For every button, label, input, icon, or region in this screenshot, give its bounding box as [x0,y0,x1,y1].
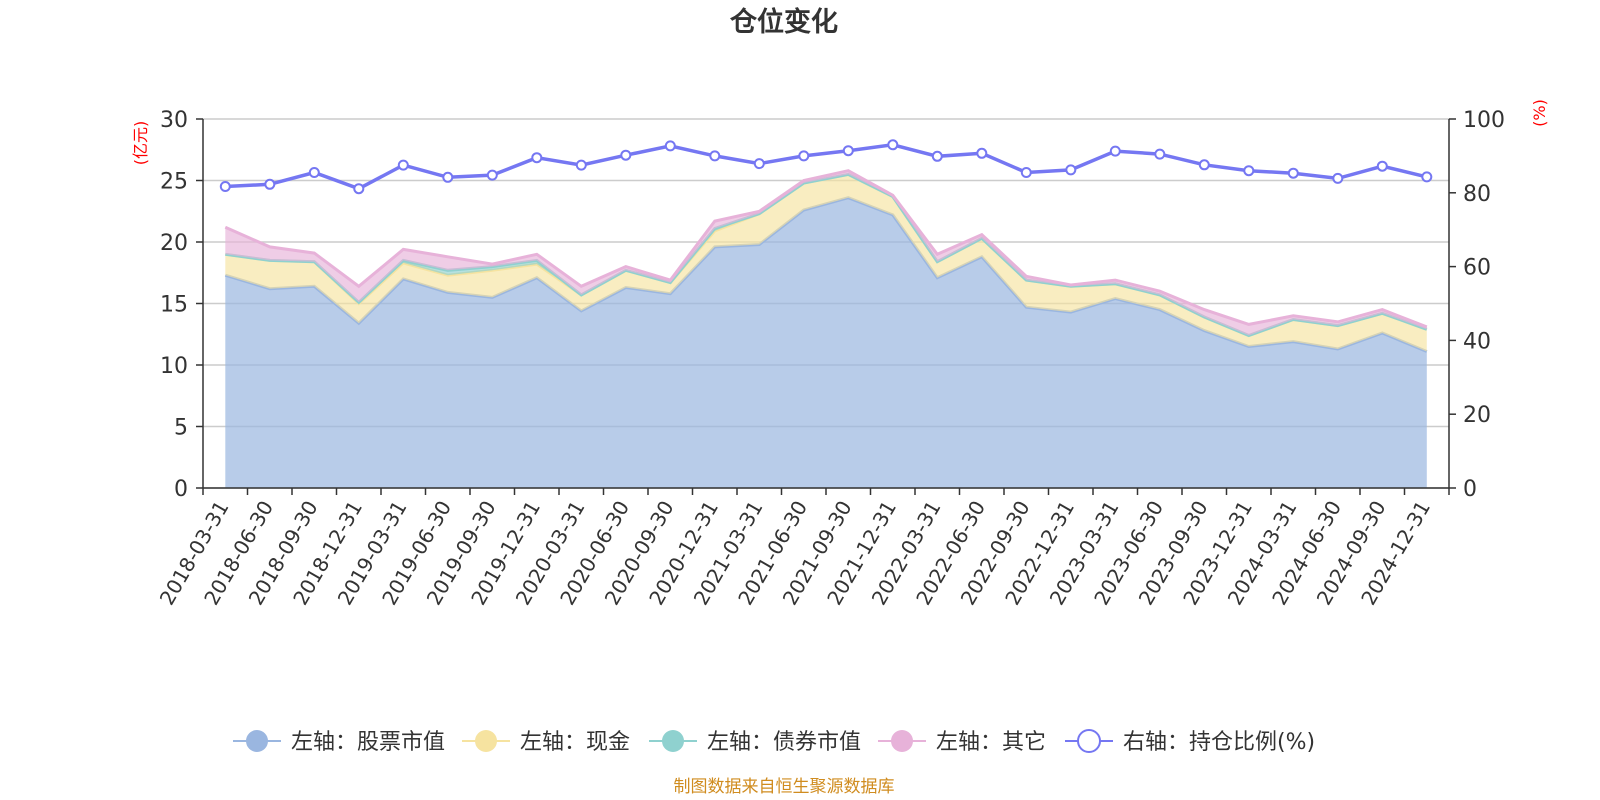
ratio-point[interactable] [264,178,276,190]
legend-item-3[interactable]: 左轴：其它 [878,730,1046,755]
right-tick-label: 0 [1463,477,1477,502]
ratio-point[interactable] [842,145,854,157]
legend-marker [475,730,497,752]
data-source-note: 制图数据来自恒生聚源数据库 [674,777,895,797]
right-axis-unit: (%) [1530,99,1549,127]
ratio-point[interactable] [1421,171,1433,183]
left-tick-label: 25 [160,170,188,195]
legend-marker [1077,729,1101,753]
legend-label: 左轴：股票市值 [291,730,445,755]
ratio-point[interactable] [486,169,498,181]
ratio-point[interactable] [664,140,676,152]
left-tick-label: 20 [160,231,188,256]
ratio-point[interactable] [1109,145,1121,157]
ratio-point[interactable] [219,181,231,192]
legend-label: 左轴：现金 [520,730,630,755]
left-axis-unit: (亿元) [131,121,150,166]
chart-title: 仓位变化 [729,6,838,38]
ratio-point[interactable] [353,183,365,195]
ratio-point[interactable] [397,159,409,171]
left-axis-ticks: 0 5 10 15 20 25 30 [160,108,203,502]
ratio-point[interactable] [442,171,454,183]
ratio-point[interactable] [709,150,721,162]
legend-marker [246,730,268,752]
area-edge-line [224,169,1428,329]
left-tick-label: 10 [160,354,188,379]
right-tick-label: 60 [1463,256,1491,281]
ratio-point[interactable] [1332,172,1344,184]
left-tick-label: 15 [160,293,188,318]
right-tick-label: 100 [1463,108,1505,133]
holding-ratio-line [219,139,1433,195]
right-tick-label: 20 [1463,403,1491,428]
series-area-3 [224,169,1428,336]
ratio-point[interactable] [620,149,632,161]
right-axis-ticks: 0 20 40 60 80 100 [1449,108,1505,502]
left-tick-label: 30 [160,108,188,133]
legend-label: 右轴：持仓比例(%) [1123,730,1315,755]
legend[interactable]: 左轴：股票市值 左轴：现金 左轴：债券市值 左轴：其它 右轴：持仓比例(%) [233,729,1315,755]
legend-label: 左轴：其它 [936,730,1046,755]
legend-item-1[interactable]: 左轴：现金 [462,730,630,755]
ratio-point[interactable] [1287,167,1299,179]
legend-item-0[interactable]: 左轴：股票市值 [233,730,445,755]
ratio-point[interactable] [1065,164,1077,176]
ratio-point[interactable] [753,158,765,170]
ratio-point[interactable] [887,139,899,151]
legend-item-2[interactable]: 左轴：债券市值 [649,730,861,755]
ratio-point[interactable] [1376,160,1388,172]
ratio-point[interactable] [798,150,810,162]
ratio-line-path [225,143,1428,191]
left-tick-label: 0 [174,477,188,502]
ratio-point[interactable] [308,167,320,178]
legend-marker [662,730,684,752]
x-axis-ticks: 2018-03-312018-06-302018-09-302018-12-31… [155,488,1450,609]
area-fill [225,174,1427,352]
legend-item-4[interactable]: 右轴：持仓比例(%) [1065,729,1315,755]
ratio-point[interactable] [1243,165,1255,177]
right-tick-label: 40 [1463,329,1491,354]
legend-marker [891,730,913,752]
left-tick-label: 5 [174,416,188,441]
ratio-point[interactable] [575,159,587,171]
ratio-point[interactable] [931,150,943,162]
ratio-point[interactable] [1020,167,1032,178]
right-tick-label: 80 [1463,182,1491,207]
legend-label: 左轴：债券市值 [707,730,861,755]
ratio-point[interactable] [1198,159,1210,171]
ratio-point[interactable] [531,152,543,164]
area-fill [225,197,1427,488]
ratio-point[interactable] [976,147,988,159]
stacked-areas [224,169,1428,488]
ratio-point[interactable] [1154,148,1166,160]
